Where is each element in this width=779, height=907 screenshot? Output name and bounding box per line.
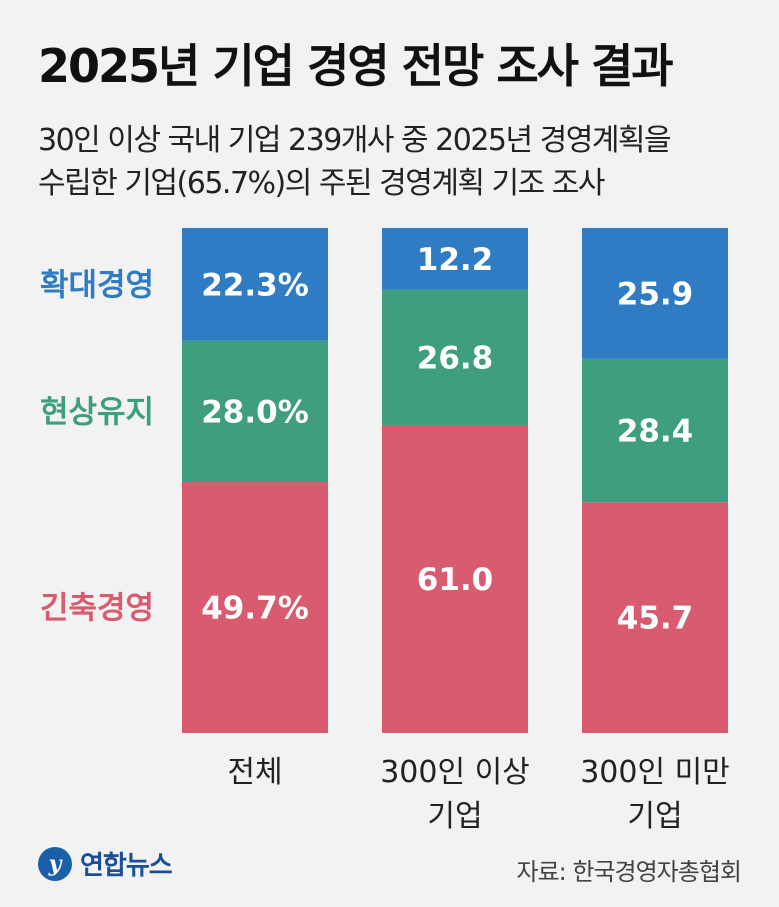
data-label-확대경영-0: 22.3%	[201, 267, 309, 303]
category-label-1-line-0: 300인 이상	[380, 755, 530, 790]
data-label-확대경영-2: 25.9	[617, 276, 694, 312]
legend-label-긴축경영: 긴축경영	[40, 591, 154, 627]
category-label-1-line-1: 기업	[427, 799, 482, 834]
bar-segment-현상유지-0	[182, 340, 328, 483]
chart-subtitle-line-1: 30인 이상 국내 기업 239개사 중 2025년 경영계획을	[38, 123, 672, 158]
category-label-0-line-0: 전체	[227, 755, 282, 790]
bar-segment-확대경영-0	[182, 228, 328, 341]
bar-segment-현상유지-1	[382, 289, 528, 425]
bar-segment-긴축경영-1	[382, 424, 528, 733]
bar-segment-현상유지-2	[582, 358, 728, 503]
bar-segment-확대경영-2	[582, 228, 728, 359]
logo-mark-icon: y	[38, 846, 72, 881]
data-label-긴축경영-2: 45.7	[617, 601, 694, 637]
yonhap-logo: y 연합뉴스	[38, 845, 173, 882]
category-label-2-line-0: 300인 미만	[580, 755, 730, 790]
data-label-현상유지-2: 28.4	[617, 414, 694, 450]
legend-label-현상유지: 현상유지	[40, 394, 154, 430]
bar-segment-확대경영-1	[382, 228, 528, 290]
chart-title: 2025년 기업 경영 전망 조사 결과	[38, 39, 674, 93]
data-label-현상유지-0: 28.0%	[201, 394, 309, 430]
source-note: 자료: 한국경영자총협회	[516, 858, 742, 886]
logo-text: 연합뉴스	[80, 851, 173, 881]
bar-segment-긴축경영-0	[182, 482, 328, 733]
category-label-2-line-1: 기업	[627, 799, 682, 834]
chart-subtitle-line-2: 수립한 기업(65.7%)의 주된 경영계획 기조 조사	[38, 166, 606, 201]
data-label-확대경영-1: 12.2	[417, 242, 494, 278]
bar-segment-긴축경영-2	[582, 502, 728, 733]
data-label-긴축경영-0: 49.7%	[201, 591, 309, 627]
data-label-현상유지-1: 26.8	[417, 340, 494, 376]
data-label-긴축경영-1: 61.0	[417, 562, 494, 598]
legend-label-확대경영: 확대경영	[40, 267, 154, 303]
